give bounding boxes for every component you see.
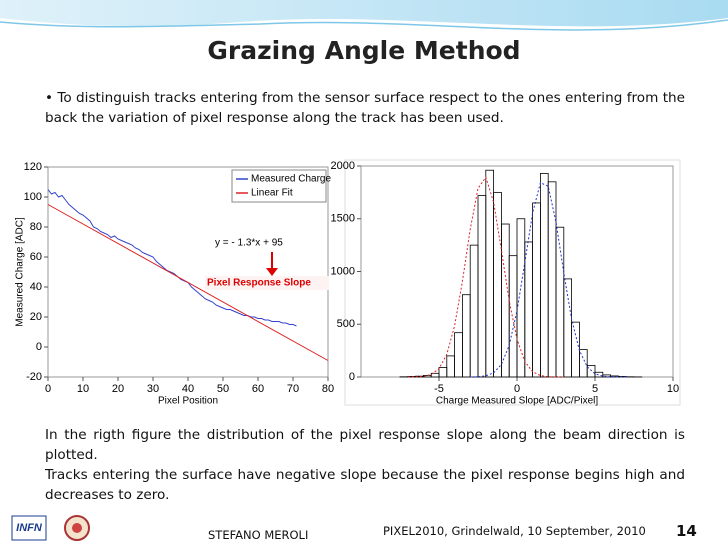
x-tick-label: -5: [434, 383, 444, 395]
series-line: [407, 176, 564, 378]
y-tick-label: -20: [26, 371, 42, 383]
legend-box: [231, 169, 327, 203]
slide-title: Grazing Angle Method: [207, 36, 521, 65]
y-tick-label: 1000: [331, 265, 355, 277]
x-tick-label: 70: [287, 383, 299, 395]
body-text: Tracks entering the surface have negativ…: [45, 467, 685, 503]
x-axis-label: Pixel Position: [158, 396, 218, 407]
footer-event: PIXEL2010, Grindelwald, 10 September, 20…: [383, 524, 646, 538]
series-line: [47, 189, 297, 327]
series-line: [47, 204, 329, 361]
header-line: [0, 19, 728, 31]
x-tick-label: 10: [667, 383, 679, 395]
right-plot-panel: [344, 159, 681, 406]
y-tick-label: 40: [30, 281, 42, 293]
y-tick-label: 100: [24, 191, 42, 203]
x-tick-label: 5: [592, 383, 598, 395]
y-axis-label: Measured Charge [ADC]: [15, 217, 26, 327]
annotation: y = - 1.3*x + 95: [215, 238, 283, 249]
y-tick-label: 0: [349, 371, 355, 383]
header-wave: [0, 0, 728, 27]
y-tick-label: 1500: [331, 213, 355, 225]
y-tick-label: 20: [30, 311, 42, 323]
y-tick-label: 80: [30, 221, 42, 233]
footer-author: STEFANO MEROLI: [208, 528, 309, 542]
x-tick-label: 80: [322, 383, 334, 395]
legend-label: Linear Fit: [251, 188, 293, 199]
logo-box: [11, 515, 47, 541]
y-tick-label: 60: [30, 251, 42, 263]
x-tick-label: 0: [45, 383, 51, 395]
body-text: In the rigth figure the distribution of …: [45, 427, 685, 463]
x-tick-label: 50: [217, 383, 229, 395]
annotation-bg: [205, 276, 329, 290]
annotation-arrowhead: [266, 268, 278, 276]
x-tick-label: 40: [182, 383, 194, 395]
y-tick-label: 0: [36, 341, 42, 353]
annotation: Pixel Response Slope: [207, 278, 311, 289]
footer-page: 14: [676, 522, 697, 540]
histogram-bar: [579, 349, 588, 378]
x-tick-label: 60: [252, 383, 264, 395]
x-axis-label: Charge Measured Slope [ADC/Pixel]: [436, 396, 599, 407]
y-tick-label: 2000: [331, 160, 355, 172]
x-tick-label: 0: [514, 383, 520, 395]
logo-seal-core: [72, 523, 82, 533]
y-tick-label: 120: [24, 161, 42, 173]
bullet-text: • To distinguish tracks entering from th…: [45, 90, 685, 126]
x-tick-label: 20: [112, 383, 124, 395]
x-tick-label: 30: [147, 383, 159, 395]
legend-label: Measured Charge: [251, 174, 331, 185]
logo-text: INFN: [16, 522, 43, 534]
x-tick-label: 10: [77, 383, 89, 395]
histogram-bar: [586, 364, 596, 378]
y-tick-label: 500: [337, 318, 355, 330]
